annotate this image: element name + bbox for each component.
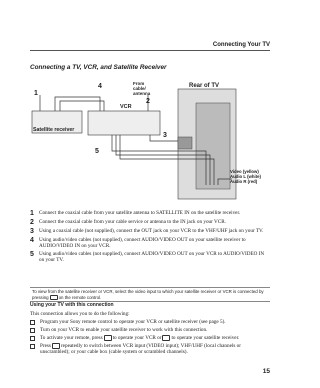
vcr-label: VCR: [120, 104, 132, 110]
cable-label: Audio R (red): [230, 179, 258, 184]
section-title: Connecting a TV, VCR, and Satellite Rece…: [30, 64, 167, 71]
tv-panel: [195, 102, 231, 190]
note-text: on the remote control.: [58, 294, 102, 300]
step: 1 Connect the coaxial cable from your sat…: [30, 210, 270, 217]
page-number: 15: [262, 368, 270, 375]
header-rule: [30, 50, 270, 51]
callout: 3: [163, 132, 167, 139]
step-text: Connect the coaxial cable from your cabl…: [39, 219, 227, 225]
button-icon: [49, 294, 58, 301]
callout: 4: [98, 83, 102, 90]
note: To view from the satellite receiver or V…: [30, 287, 270, 303]
bullet: Program your Sony remote control to oper…: [30, 319, 270, 325]
bullet-part: repeatedly to switch between VCR input (…: [40, 343, 241, 355]
bullet: Press repeatedly to switch between VCR in…: [30, 343, 270, 355]
step-text: Connect the coaxial cable from your sate…: [39, 210, 241, 216]
cable-label: Audio L (white): [230, 174, 262, 179]
step-number: 5: [30, 251, 34, 258]
header-title: Connecting Your TV: [212, 42, 270, 48]
vcr-box: [87, 110, 161, 136]
bullet-part: to operate your VCR or: [112, 335, 162, 341]
from-cable: cable/: [133, 86, 147, 91]
bullet-box: [30, 336, 35, 341]
step-number: 2: [30, 219, 34, 226]
page: Connecting Your TV Connecting a TV, VCR,…: [30, 42, 270, 375]
tv-jack: [177, 136, 193, 150]
step-text: Using audio/video cables (not supplied),…: [39, 237, 246, 249]
bullet: Turn on your VCR to enable your satellit…: [30, 327, 270, 333]
step-text: Using a coaxial cable (not supplied), co…: [39, 228, 264, 234]
button-icon: [51, 343, 60, 349]
from-cable: From: [133, 81, 144, 86]
note-text: To view from the satellite receiver or V…: [32, 289, 264, 300]
bullet-text: Turn on your VCR to enable your satellit…: [40, 327, 207, 333]
steps: 1 Connect the coaxial cable from your sat…: [30, 210, 270, 265]
bullets: Program your Sony remote control to oper…: [30, 319, 270, 357]
satellite-box: [31, 110, 83, 134]
step: 3 Using a coaxial cable (not supplied), c…: [30, 228, 270, 235]
bullet-part: To activate your remote, press: [40, 335, 103, 341]
bullet-part: Turn on your VCR to enable your satellit…: [40, 327, 208, 333]
step-text: Using audio/video cables (not supplied),…: [39, 251, 265, 263]
step-number: 3: [30, 228, 34, 235]
rear-of-tv: Rear of TV: [189, 83, 219, 89]
step: 4 Using audio/video cables (not supplied)…: [30, 237, 270, 249]
bullet: To activate your remote, press to operate…: [30, 335, 270, 341]
button-icon: [162, 335, 171, 341]
bullet-text: To activate your remote, press to operate…: [40, 335, 239, 341]
cables: [39, 95, 232, 185]
from-cable: antenna: [133, 91, 151, 96]
bullet-part: Program your Sony remote control to oper…: [40, 319, 226, 325]
intro: This connection allows you to do the fol…: [30, 311, 130, 317]
subheading: Using your TV with this connection: [30, 302, 114, 308]
step: 5 Using audio/video cables (not supplied)…: [30, 251, 270, 263]
diagram: 1 2 3 4 5 Rear of TV From cable/ antenna…: [31, 81, 262, 200]
callout: 5: [95, 148, 99, 155]
bullet-box: [30, 328, 35, 333]
step-number: 1: [30, 210, 34, 217]
cable-label: Video (yellow): [230, 169, 259, 174]
bullet-box: [30, 320, 35, 325]
bullet-text: Program your Sony remote control to oper…: [40, 319, 226, 325]
bullet-part: to operate your satellite receiver.: [171, 335, 240, 341]
step: 2 Connect the coaxial cable from your cab…: [30, 219, 270, 226]
button-icon: [103, 335, 112, 341]
satellite-label: Satellite receiver: [33, 127, 74, 133]
step-number: 4: [30, 237, 34, 244]
callout: 2: [146, 98, 150, 105]
bullet-part: Press: [40, 343, 51, 349]
bullet-box: [30, 344, 35, 349]
callout: 1: [34, 90, 38, 97]
bullet-text: Press repeatedly to switch between VCR in…: [40, 343, 270, 355]
